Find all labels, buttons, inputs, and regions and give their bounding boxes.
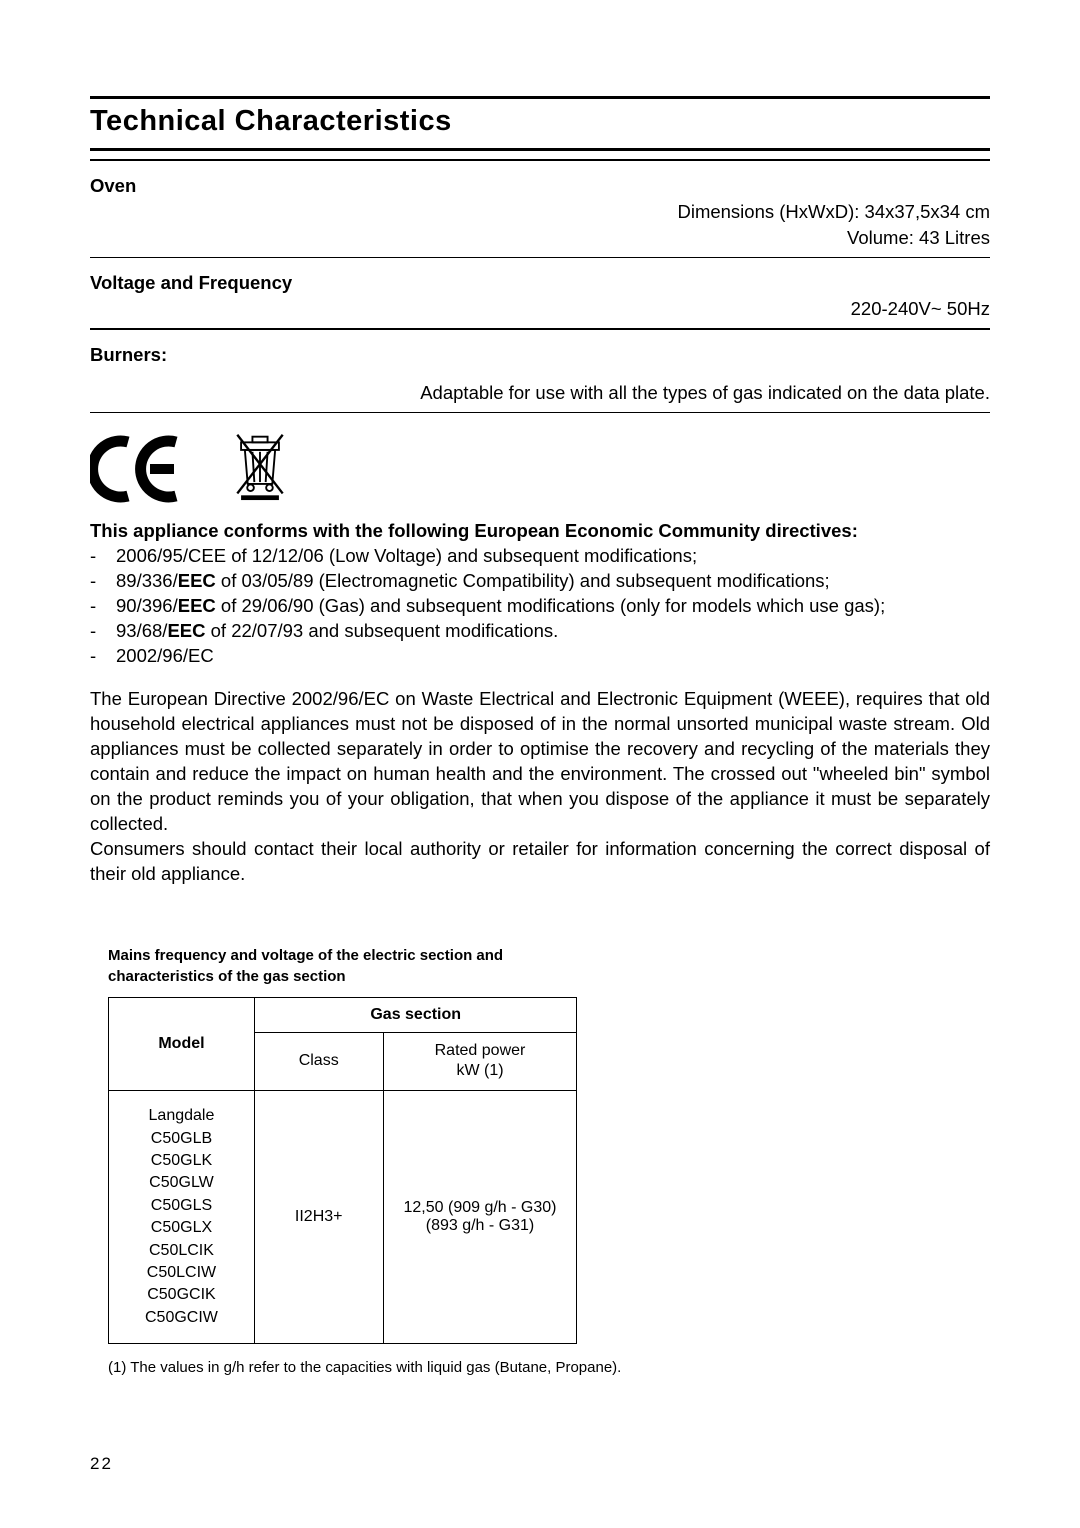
- burners-label: Burners:: [90, 344, 990, 366]
- voltage-value: 220-240V~ 50Hz: [90, 298, 990, 320]
- table-header-gas: Gas section: [254, 997, 577, 1032]
- consumers-paragraph: Consumers should contact their local aut…: [90, 837, 990, 887]
- directives-list: 2006/95/CEE of 12/12/06 (Low Voltage) an…: [90, 544, 990, 669]
- voltage-label: Voltage and Frequency: [90, 272, 990, 294]
- table-cell-class: II2H3+: [254, 1091, 383, 1344]
- rule-voltage: [90, 328, 990, 330]
- oven-volume: Volume: 43 Litres: [90, 227, 990, 249]
- rule-burners: [90, 412, 990, 413]
- burners-value: Adaptable for use with all the types of …: [90, 382, 990, 404]
- footnote: (1) The values in g/h refer to the capac…: [108, 1358, 668, 1378]
- rule-under-heading-1: [90, 148, 990, 151]
- table-caption: Mains frequency and voltage of the elect…: [108, 945, 588, 987]
- weee-paragraph: The European Directive 2002/96/EC on Was…: [90, 687, 990, 837]
- page-heading: Technical Characteristics: [90, 105, 990, 138]
- directive-item: 90/396/EEC of 29/06/90 (Gas) and subsequ…: [90, 594, 990, 619]
- compliance-icons: [90, 431, 990, 506]
- directive-item: 2002/96/EC: [90, 644, 990, 669]
- page-number: 22: [90, 1454, 113, 1474]
- table-header-model: Model: [109, 997, 255, 1091]
- rule-under-heading-2: [90, 159, 990, 161]
- oven-label: Oven: [90, 175, 990, 197]
- table-cell-models: Langdale C50GLB C50GLK C50GLW C50GLS C50…: [109, 1091, 255, 1344]
- rule-top: [90, 96, 990, 99]
- table-cell-rated: 12,50 (909 g/h - G30) (893 g/h - G31): [383, 1091, 577, 1344]
- weee-bin-icon: [230, 431, 290, 506]
- table-header-class: Class: [254, 1032, 383, 1091]
- directive-item: 2006/95/CEE of 12/12/06 (Low Voltage) an…: [90, 544, 990, 569]
- ce-mark-icon: [90, 433, 190, 505]
- table-header-rated: Rated power kW (1): [383, 1032, 577, 1091]
- oven-dimensions: Dimensions (HxWxD): 34x37,5x34 cm: [90, 201, 990, 223]
- directive-item: 93/68/EEC of 22/07/93 and subsequent mod…: [90, 619, 990, 644]
- directive-item: 89/336/EEC of 03/05/89 (Electromagnetic …: [90, 569, 990, 594]
- rule-oven: [90, 257, 990, 258]
- gas-specs-table: Model Gas section Class Rated power kW (…: [108, 997, 577, 1345]
- directives-heading: This appliance conforms with the followi…: [90, 520, 990, 542]
